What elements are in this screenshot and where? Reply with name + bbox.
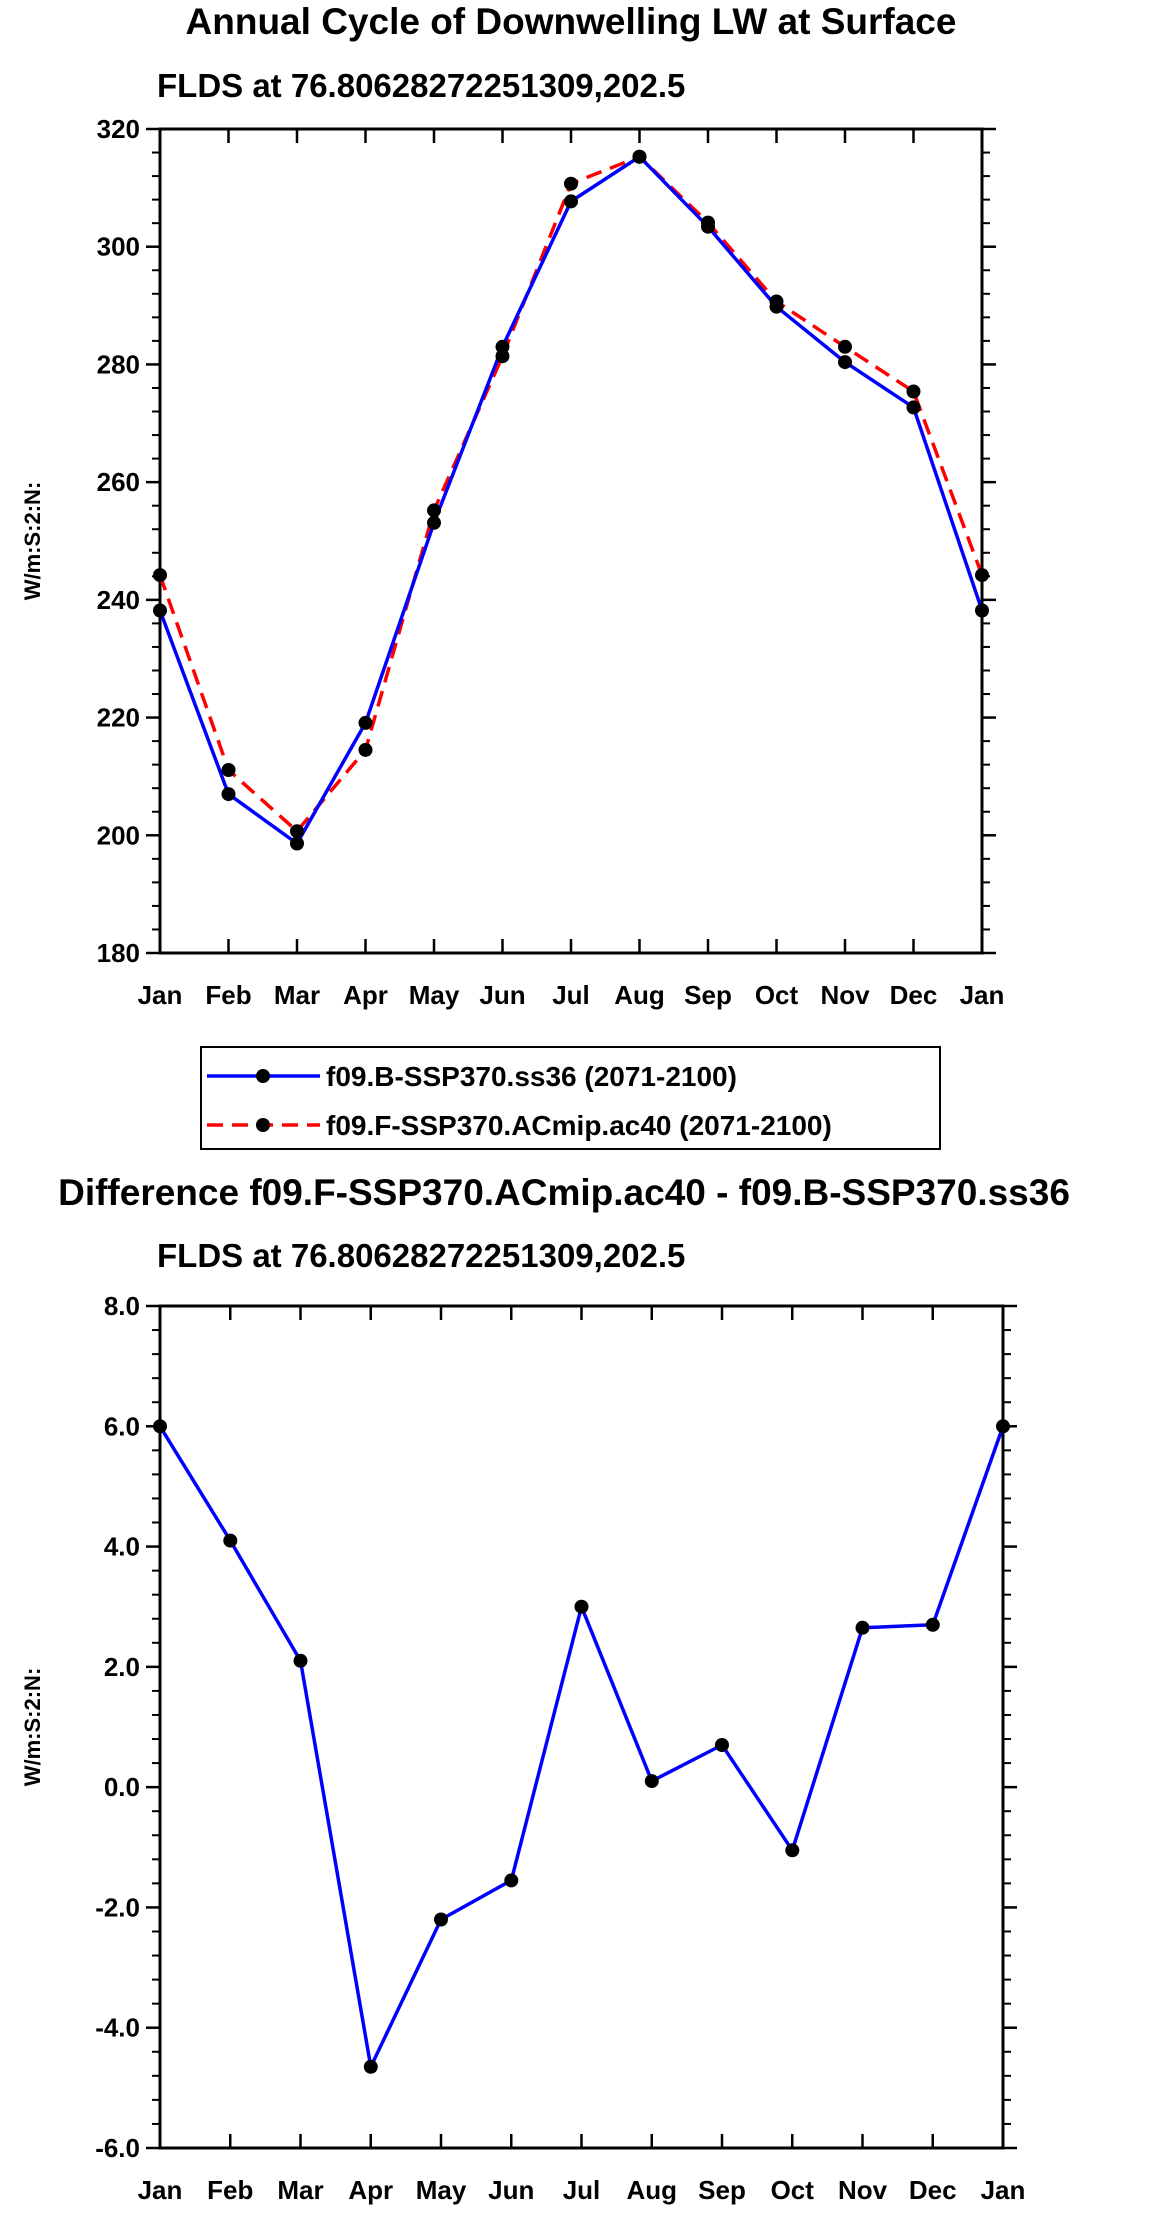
chart2-series-1-point: [223, 1533, 238, 1548]
chart2-ytick-label: 0.0: [104, 1772, 140, 1802]
chart1-ytick-label: 240: [97, 585, 140, 615]
chart1-series-1-line: [158, 154, 984, 846]
legend-label-series-1: f09.B-SSP370.ss36 (2071-2100): [326, 1061, 737, 1092]
chart2-xtick-label: Aug: [626, 2175, 677, 2205]
chart2-series-1-point: [293, 1653, 308, 1668]
chart1-series-2-point: [564, 176, 578, 191]
chart2-xtick-label: Nov: [838, 2175, 888, 2205]
chart1-ytick-label: 300: [97, 232, 140, 262]
chart1-series-2-line: [158, 154, 984, 833]
chart1-legend: f09.B-SSP370.ss36 (2071-2100) f09.F-SSP3…: [200, 1046, 941, 1150]
chart1-xtick-label: Jan: [960, 980, 1005, 1010]
chart2-series-1-point: [644, 1774, 659, 1789]
chart2-xtick-label: Apr: [348, 2175, 393, 2205]
chart2-ytick-label: 2.0: [104, 1652, 140, 1682]
chart2-xtick-label: Oct: [771, 2175, 815, 2205]
chart2-title: Difference f09.F-SSP370.ACmip.ac40 - f09…: [58, 1172, 1070, 1213]
chart2-series-1-line: [158, 1425, 1005, 2069]
chart2-ytick-label: 8.0: [104, 1291, 140, 1321]
chart1-frame: [158, 127, 984, 955]
chart2-ytick-label: -2.0: [95, 1892, 140, 1922]
chart2-xtick-label: Jun: [488, 2175, 534, 2205]
chart2-ytick-label: 6.0: [104, 1411, 140, 1441]
legend-marker-series-2: [256, 1118, 270, 1132]
chart1-series-1-point: [838, 355, 852, 370]
chart2-plot: Jan Feb Mar Apr May Jun Jul Aug Sep Oct Nov Dec Jan -…: [20, 1291, 1025, 2205]
chart2-series-1-point: [715, 1738, 729, 1752]
chart1-xtick-label: Jan: [138, 980, 183, 1010]
chart1-series-1-point: [427, 515, 441, 530]
chart2-series-1-point: [434, 1912, 448, 1927]
chart1-ytick-label: 180: [97, 938, 140, 968]
legend-box: [200, 1046, 941, 1150]
chart1-xtick-label: Dec: [890, 980, 938, 1010]
chart2-subtitle: FLDS at 76.80628272251309,202.5: [157, 1237, 685, 1274]
chart1-series-1-point: [632, 149, 647, 164]
chart2-frame: [158, 1304, 1005, 2150]
chart1-series-2-point: [221, 763, 236, 777]
chart1-series-2-point: [427, 503, 441, 518]
chart2-xtick-label: Jul: [563, 2175, 601, 2205]
chart2-ylabel: W/m:S:2:N:: [20, 1668, 45, 1787]
chart2-xtick-label: Jan: [138, 2175, 183, 2205]
chart1-xtick-label: Aug: [614, 980, 665, 1010]
chart1-series-2-point: [290, 824, 304, 839]
chart1-ytick-label: 260: [97, 467, 140, 497]
chart1-xtick-label: May: [409, 980, 460, 1010]
chart1-xtick-label: Jul: [552, 980, 590, 1010]
chart1-series-1-point: [153, 603, 167, 618]
chart1-xtick-label: Nov: [820, 980, 870, 1010]
chart1-series-1-point: [975, 603, 989, 618]
chart2-series-1-point: [785, 1843, 800, 1858]
chart2-xtick-label: May: [416, 2175, 467, 2205]
chart2-series-1-point: [574, 1599, 589, 1614]
chart1-series-2-point: [153, 568, 167, 583]
chart1-ytick-label: 320: [97, 114, 140, 144]
chart2-series-1-point: [504, 1873, 519, 1888]
chart1-xtick-label: Jun: [479, 980, 525, 1010]
chart1-series-2-point: [906, 384, 921, 399]
chart1-ylabel: W/m:S:2:N:: [20, 482, 45, 601]
chart1-series-1-point: [495, 339, 510, 354]
chart1-series-2-point: [358, 742, 373, 757]
chart2-xtick-label: Dec: [909, 2175, 957, 2205]
chart1-xtick-label: Mar: [274, 980, 320, 1010]
chart2-series-1-point: [363, 2059, 378, 2074]
chart1-series-1-point: [221, 787, 236, 802]
chart1-xtick-label: Sep: [684, 980, 732, 1010]
chart1-series-1-point: [906, 400, 921, 415]
chart2-ytick-label: 4.0: [104, 1532, 140, 1562]
legend-label-series-2: f09.F-SSP370.ACmip.ac40 (2071-2100): [326, 1110, 832, 1141]
chart2-series-1-point: [855, 1620, 870, 1635]
chart1-xtick-label: Oct: [755, 980, 799, 1010]
legend-marker-series-1: [256, 1069, 270, 1083]
chart2-xtick-label: Jan: [981, 2175, 1026, 2205]
chart2-xtick-label: Feb: [207, 2175, 253, 2205]
chart1-plot: Jan Feb Mar Apr May Jun Jul Aug Sep Oct Nov Dec Jan 1…: [20, 114, 1004, 1010]
chart1-series-2-point: [838, 339, 852, 354]
chart1-series-1-point: [769, 299, 784, 314]
chart2-series-1-point: [153, 1419, 167, 1434]
chart1-ytick-label: 220: [97, 703, 140, 733]
chart2-xtick-label: Sep: [698, 2175, 746, 2205]
chart2-ytick-label: -6.0: [95, 2133, 140, 2163]
chart1-title: Annual Cycle of Downwelling LW at Surfac…: [186, 1, 957, 42]
chart2-series-1-point: [925, 1617, 940, 1632]
chart1-series-1-point: [290, 836, 304, 851]
chart1-series-1-point: [358, 715, 373, 730]
chart1-ytick-label: 280: [97, 349, 140, 379]
chart2-series-1-point: [996, 1419, 1010, 1434]
chart1-xtick-label: Feb: [205, 980, 251, 1010]
chart1-subtitle: FLDS at 76.80628272251309,202.5: [157, 67, 685, 104]
chart1-series-2-point: [975, 568, 989, 583]
chart2-ytick-label: -4.0: [95, 2013, 140, 2043]
chart1-ytick-label: 200: [97, 820, 140, 850]
chart1-xtick-label: Apr: [343, 980, 388, 1010]
chart1-series-1-point: [564, 194, 578, 209]
chart1-series-1-point: [701, 219, 715, 234]
chart2-xtick-label: Mar: [277, 2175, 323, 2205]
